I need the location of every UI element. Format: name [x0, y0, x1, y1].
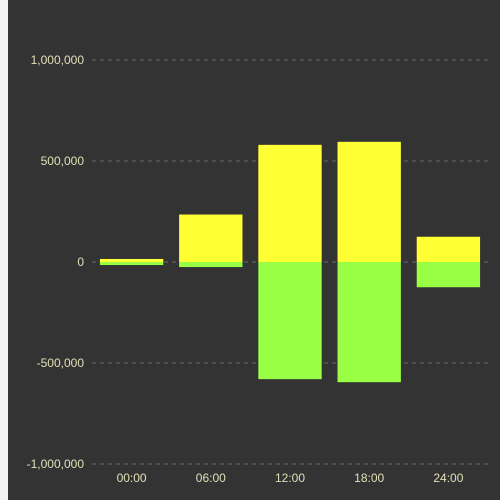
- bar-1800-series-2: [337, 262, 401, 383]
- x-tick-label: 06:00: [196, 471, 226, 485]
- y-tick-label: 1,000,000: [31, 53, 85, 67]
- y-tick-label: 0: [77, 255, 84, 269]
- bar-2400-series-1: [416, 236, 481, 262]
- bar-0600-series-2: [179, 262, 243, 268]
- x-axis-tick-labels: 00:00 06:00 12:00 18:00 24:00: [117, 471, 464, 485]
- bar-1200-series-1: [258, 144, 322, 262]
- x-tick-label: 18:00: [354, 471, 384, 485]
- x-tick-label: 12:00: [275, 471, 305, 485]
- x-tick-label: 00:00: [117, 471, 147, 485]
- y-tick-label: 500,000: [41, 154, 85, 168]
- bar-0600-series-1: [179, 214, 243, 262]
- y-tick-label: -1,000,000: [27, 457, 85, 471]
- y-axis-tick-labels: 1,000,000 500,000 0 -500,000 -1,000,000: [27, 53, 85, 471]
- bar-0000-series-2: [99, 262, 164, 266]
- bar-1200-series-2: [258, 262, 322, 380]
- bar-1800-series-1: [337, 141, 401, 262]
- bars: [99, 141, 481, 383]
- bar-2400-series-2: [416, 262, 481, 288]
- y-tick-label: -500,000: [37, 356, 85, 370]
- x-tick-label: 24:00: [433, 471, 463, 485]
- bar-0000-series-1: [99, 258, 164, 262]
